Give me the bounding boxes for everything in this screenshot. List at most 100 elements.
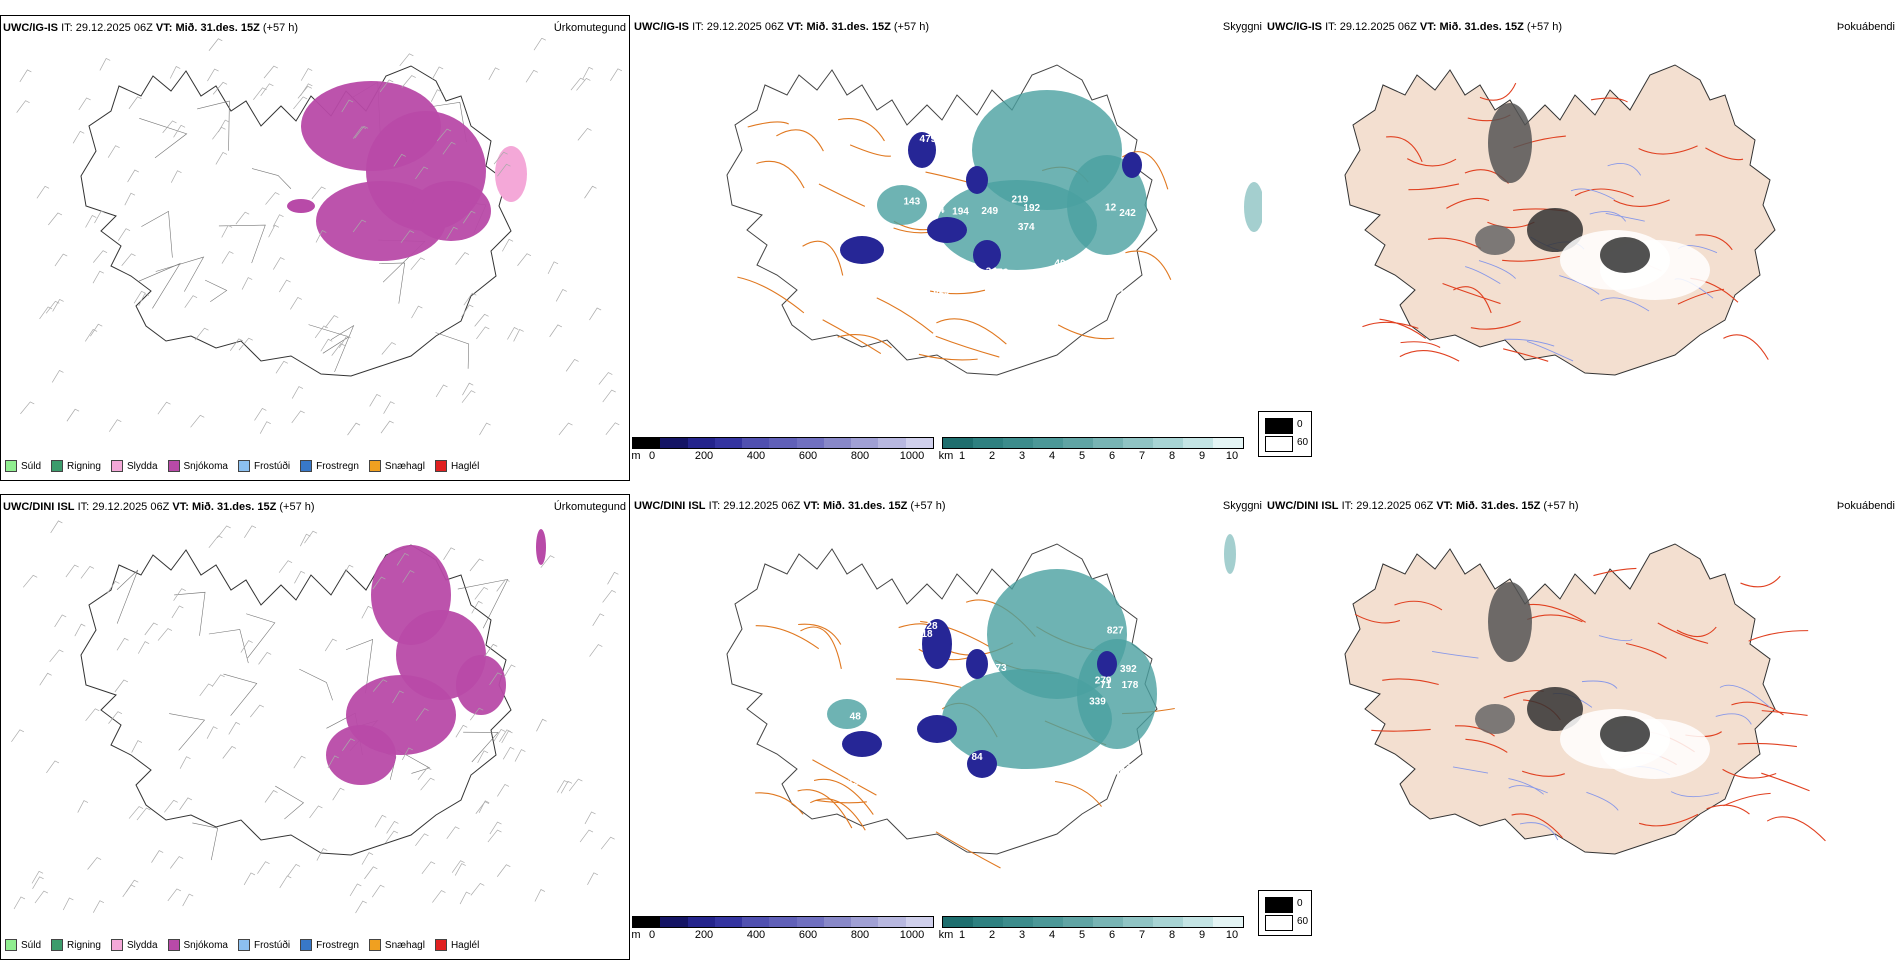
legend-item: Frostregn [300,460,359,472]
panel-title: Þokuábendi [1836,500,1895,512]
road-line [929,289,986,295]
legend-label: Snæhagl [384,939,425,951]
legend-item: Slydda [110,460,158,472]
color-bar-segment [687,917,715,927]
wind-barb [157,628,173,641]
road-line [1590,97,1628,103]
wind-barb [536,718,547,732]
road-line [1400,341,1441,348]
precip-panel-1: UWC/IG-IS IT: 29.12.2025 06Z VT: Mið. 31… [0,15,630,481]
panel-header: UWC/IG-IS IT: 29.12.2025 06Z VT: Mið. 31… [1267,21,1562,33]
cloud-key: 0 60 [1258,411,1312,457]
wind-barb [455,724,468,738]
wind-barb [293,755,306,769]
precip-legend: Súld Rigning Slydda Snjókoma Frostúði Frostre… [5,939,479,951]
road-line [1057,324,1115,340]
iceland-group [1344,64,1776,376]
it-label: IT: [77,501,90,513]
color-bar-segment [973,438,1003,448]
cloud-map: 196 392 93 273 132 28 279 114 827 137 178 221 339 68 8… [726,534,1236,869]
cloud-base-label: 48 [850,711,862,722]
wind-barb [459,891,471,905]
wind-barb [16,100,30,113]
wind-barb [421,861,436,875]
wind-barb [540,555,555,568]
wind-barb [446,826,460,839]
color-bar-segment [633,438,661,448]
wind-barb [496,864,511,877]
road-line [218,224,266,264]
wind-barb [401,75,416,88]
road-line [1706,804,1750,815]
road-line [1695,234,1733,251]
river-line [1598,635,1633,642]
wind-barb [507,327,519,340]
fog-map [1344,64,1776,376]
wind-barb [50,520,63,534]
wind-barb [136,807,151,821]
road-line [1453,286,1492,314]
river-line [1465,266,1501,285]
cloud-base-label: 88 [848,756,860,767]
iceland-group: 196 392 93 273 132 28 279 114 827 137 178 221 339 68 8… [726,543,1175,869]
road-line [1593,567,1637,577]
cloud-base-label: 69 [878,641,890,652]
valid-time: Mið. 31.des. 15Z [1455,500,1541,512]
road-line [1740,575,1781,588]
color-bar-segment [687,438,715,448]
wind-barb [415,833,429,846]
wind-barb [497,163,511,177]
road-line [800,626,842,669]
wind-barb [94,210,106,224]
precip-legend: Súld Rigning Slydda Snjókoma Frostúði Frostre… [5,460,479,472]
valid-time: Mið. 31.des. 15Z [1439,21,1524,33]
wind-barb [179,797,193,811]
wind-barb [212,126,226,140]
wind-barb [361,852,374,865]
color-bar-segment [1183,438,1213,448]
road-line [920,620,989,647]
road-line [379,262,406,304]
color-bar-segment [1213,438,1243,448]
wind-barb [331,343,346,356]
wind-barb [488,67,500,80]
wind-barb [451,860,465,873]
road-line [1677,288,1725,305]
scale-tick-label: 400 [746,929,766,941]
color-bar-segment [878,917,906,927]
scale-tick-label: 1 [958,450,966,462]
wind-barb [208,38,223,51]
wind-barb [22,574,38,588]
wind-barb [380,420,394,434]
wind-barb [173,588,186,601]
road-line [818,183,866,207]
wind-barb [171,605,184,619]
wind-barb [19,69,32,83]
color-bar-segment [660,917,688,927]
color-bar-segment [742,917,770,927]
road-line [1406,158,1457,167]
scale-tick-label: 6 [1108,929,1116,941]
panel-header: UWC/IG-IS IT: 29.12.2025 06Z VT: Mið. 31… [3,22,298,34]
cloud-base-label: 12 [1105,202,1117,213]
wind-barb [265,192,280,205]
scale-tick-label: 9 [1198,450,1206,462]
wind-barb [372,576,386,590]
color-bar-segment [1213,917,1243,927]
color-bar-segment [742,438,770,448]
road-line [457,578,509,629]
fog-area [1488,103,1532,183]
wind-barb [13,896,26,910]
lead-time: (+57 h) [910,500,946,512]
vt-label: VT: [1436,500,1453,512]
legend-label: Frostregn [316,460,359,472]
color-bar-segment [943,917,973,927]
wind-barb [411,305,423,319]
wind-barb [462,382,474,396]
road-line [935,335,1000,358]
lead-time: (+57 h) [1526,21,1563,33]
cloud-base-label: 68 [947,787,959,798]
wind-barb [20,401,35,415]
cloud-key-dark [1265,897,1293,913]
road-line [747,121,789,128]
